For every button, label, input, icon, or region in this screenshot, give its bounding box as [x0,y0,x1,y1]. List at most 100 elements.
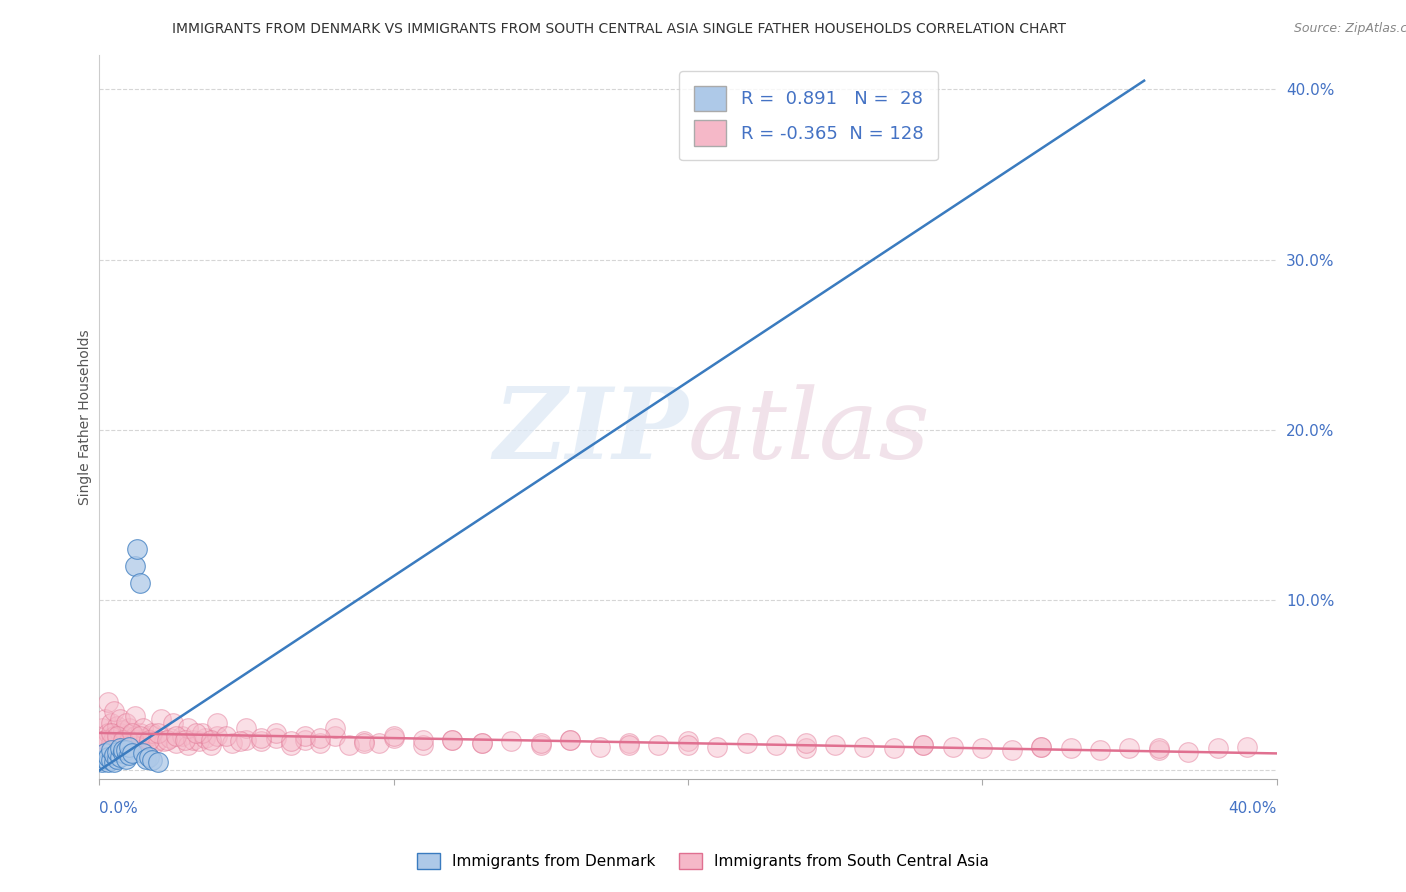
Point [647,738,669,752]
Point [91,721,114,735]
Point [294,732,316,747]
Point [141,753,163,767]
Point [617,738,640,752]
Point [91,755,114,769]
Point [111,734,134,748]
Point [170,730,193,744]
Point [309,731,332,745]
Point [250,731,273,745]
Point [117,739,139,754]
Point [1177,745,1199,759]
Point [146,732,169,747]
Point [141,728,163,742]
Point [165,730,187,744]
Point [100,726,122,740]
Point [1118,741,1140,756]
Point [156,732,179,747]
Point [883,741,905,756]
Point [205,715,228,730]
Point [765,738,787,752]
Point [853,739,876,754]
Point [124,730,146,744]
Text: ZIP: ZIP [494,384,688,480]
Point [97,749,120,764]
Point [127,732,149,747]
Point [471,736,494,750]
Point [367,736,389,750]
Point [111,747,134,761]
Point [114,738,136,752]
Point [129,576,152,591]
Point [111,743,134,757]
Point [117,748,139,763]
Point [121,726,143,740]
Point [194,731,217,745]
Point [676,738,699,752]
Legend: Immigrants from Denmark, Immigrants from South Central Asia: Immigrants from Denmark, Immigrants from… [411,847,995,875]
Point [138,749,160,764]
Point [205,730,228,744]
Point [159,731,181,745]
Point [114,730,136,744]
Y-axis label: Single Father Households: Single Father Households [79,329,93,505]
Text: atlas: atlas [688,384,931,479]
Point [617,736,640,750]
Point [441,732,464,747]
Point [138,732,160,747]
Point [146,755,169,769]
Point [121,747,143,761]
Point [105,751,128,765]
Point [353,734,375,748]
Point [912,738,935,752]
Point [103,748,125,763]
Point [794,741,817,756]
Point [441,732,464,747]
Point [173,732,195,747]
Point [1088,743,1111,757]
Point [353,736,375,750]
Point [309,736,332,750]
Point [124,709,146,723]
Point [235,732,257,747]
Point [280,738,302,752]
Point [124,559,146,574]
Point [264,726,287,740]
Point [1029,739,1052,754]
Point [412,732,434,747]
Point [108,726,131,740]
Point [339,738,361,752]
Point [114,715,136,730]
Point [471,736,494,750]
Point [103,704,125,718]
Point [97,743,120,757]
Point [176,721,198,735]
Point [1059,741,1081,756]
Point [97,755,120,769]
Point [382,730,405,744]
Point [105,745,128,759]
Point [105,719,128,733]
Point [108,741,131,756]
Point [382,731,405,745]
Point [111,732,134,747]
Point [215,730,238,744]
Point [143,736,166,750]
Point [1001,743,1024,757]
Point [129,726,152,740]
Point [121,736,143,750]
Point [560,732,582,747]
Point [1147,741,1170,756]
Point [942,739,965,754]
Point [323,721,346,735]
Point [117,732,139,747]
Point [111,723,134,737]
Point [105,732,128,747]
Point [323,730,346,744]
Point [229,734,252,748]
Point [165,736,187,750]
Point [530,736,553,750]
Point [183,732,205,747]
Point [501,734,523,748]
Point [912,738,935,752]
Point [114,751,136,765]
